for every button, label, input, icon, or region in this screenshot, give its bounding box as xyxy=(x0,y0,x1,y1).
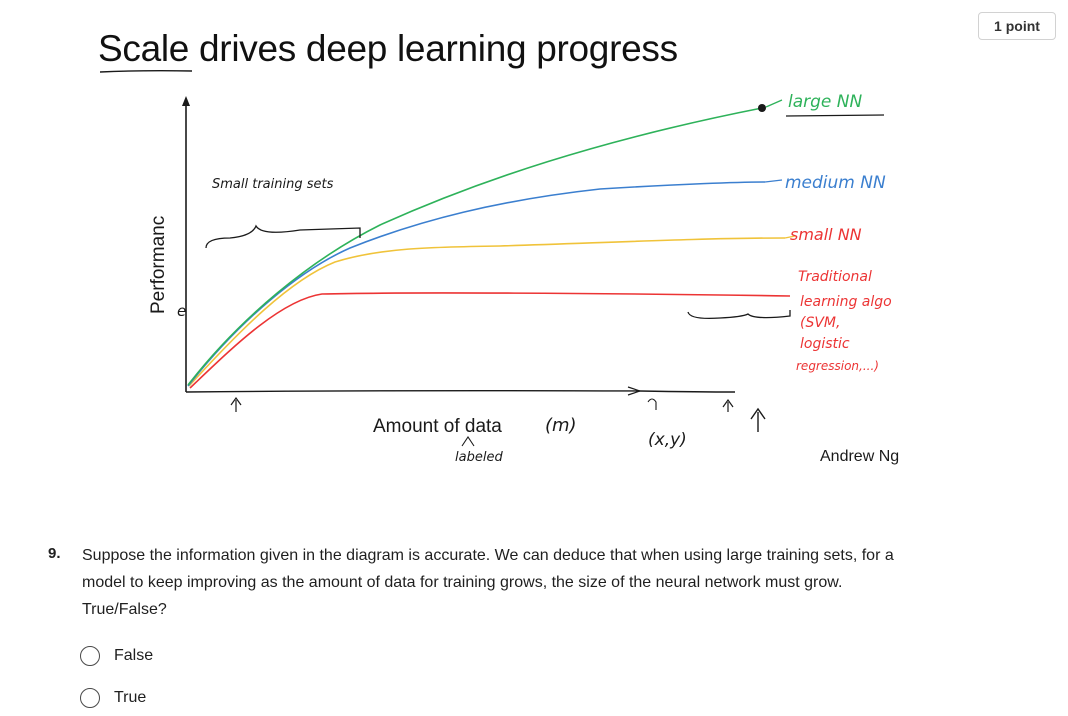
option-true-label: True xyxy=(114,689,147,706)
large-nn-curve xyxy=(187,107,763,386)
y-axis-handwritten: e xyxy=(177,302,186,320)
x-axis xyxy=(185,389,736,393)
traditional-label-line-1: Traditional xyxy=(798,269,872,285)
medium-nn-curve xyxy=(187,181,766,387)
option-false[interactable]: False xyxy=(80,646,153,666)
radio-false[interactable] xyxy=(80,646,100,666)
y-axis-label: Performanc xyxy=(148,216,169,314)
author-credit: Andrew Ng xyxy=(820,448,899,465)
traditional-label-line-5: regression,...) xyxy=(796,359,879,373)
arrow-up-right xyxy=(750,407,766,432)
large-nn-label: large NN xyxy=(788,92,863,112)
x-axis-m-note: (m) xyxy=(545,415,577,436)
left-brace xyxy=(205,224,361,249)
radio-true[interactable] xyxy=(80,688,100,708)
labeled-caret xyxy=(461,436,475,447)
traditional-label-line-3: (SVM, xyxy=(800,315,840,331)
option-true[interactable]: True xyxy=(80,688,146,708)
small-nn-label: small NN xyxy=(790,225,862,244)
right-brace xyxy=(687,310,791,320)
traditional-label-line-2: learning algo xyxy=(800,294,892,310)
title-underline xyxy=(99,69,193,73)
points-badge: 1 point xyxy=(978,12,1056,40)
labeled-note: labeled xyxy=(455,450,503,465)
large-nn-marker xyxy=(758,104,766,112)
question-text: Suppose the information given in the dia… xyxy=(82,547,894,618)
arrow-squiggle xyxy=(647,398,657,410)
x-axis-label: Amount of data xyxy=(373,416,502,437)
slide-title: Scale drives deep learning progress xyxy=(98,28,678,69)
performance-vs-data-figure: large NN medium NN small NN Traditional … xyxy=(99,69,899,465)
arrow-up-mid xyxy=(722,398,734,412)
traditional-curve xyxy=(189,292,791,389)
arrow-up-left xyxy=(230,396,242,412)
medium-nn-label: medium NN xyxy=(785,173,886,193)
option-false-label: False xyxy=(114,647,154,664)
traditional-label-line-4: logistic xyxy=(800,336,850,352)
small-nn-curve xyxy=(188,237,786,387)
small-training-sets-note: Small training sets xyxy=(212,177,334,192)
y-axis-arrow xyxy=(182,96,190,106)
question-number: 9. xyxy=(48,545,61,562)
x-axis-arrow-head xyxy=(627,386,642,396)
xy-note: (x,y) xyxy=(648,430,687,450)
